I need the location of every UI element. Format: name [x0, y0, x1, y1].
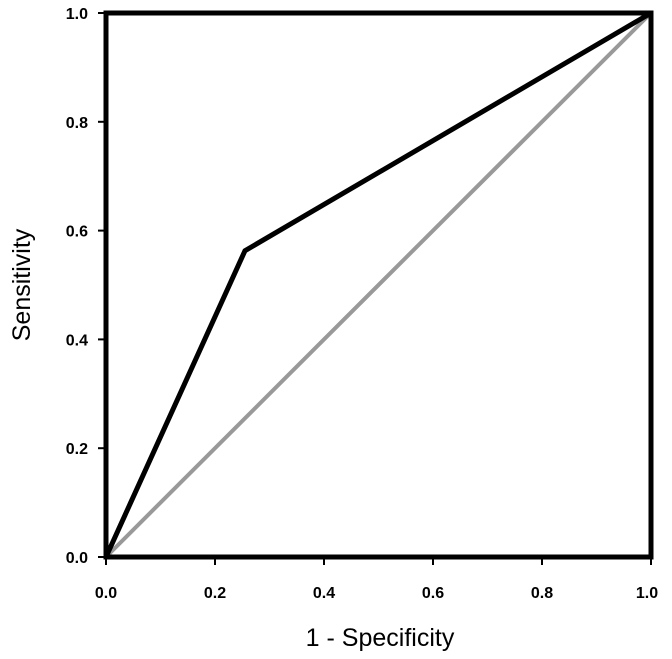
roc-curve-line	[103, 10, 653, 559]
x-tick-label: 0.2	[204, 585, 226, 602]
y-tick-label: 0.8	[66, 115, 88, 132]
y-axis-title: Sensitivity	[8, 228, 36, 341]
y-tick-label: 0.2	[66, 441, 88, 458]
x-tick-label: 0.0	[95, 585, 117, 602]
y-tick-label: 1.0	[66, 6, 88, 23]
series-layer	[103, 10, 653, 559]
y-tick-label: 0.4	[66, 332, 88, 349]
x-tick-label: 0.6	[422, 585, 444, 602]
tick-layer: 0.0 0.2 0.4 0.6 0.8 1.0 0.0 0.2 0.4 0.6 0.8 1.0	[66, 6, 658, 602]
reference-diagonal-line	[104, 11, 653, 559]
x-tick-label: 0.4	[313, 585, 335, 602]
x-tick-label: 0.8	[531, 585, 553, 602]
x-axis-title: 1 - Specificity	[306, 624, 455, 652]
y-tick-label: 0.0	[66, 550, 88, 567]
x-tick-label: 1.0	[636, 585, 658, 602]
plot-frame	[103, 10, 654, 560]
y-tick-label: 0.6	[66, 224, 88, 241]
